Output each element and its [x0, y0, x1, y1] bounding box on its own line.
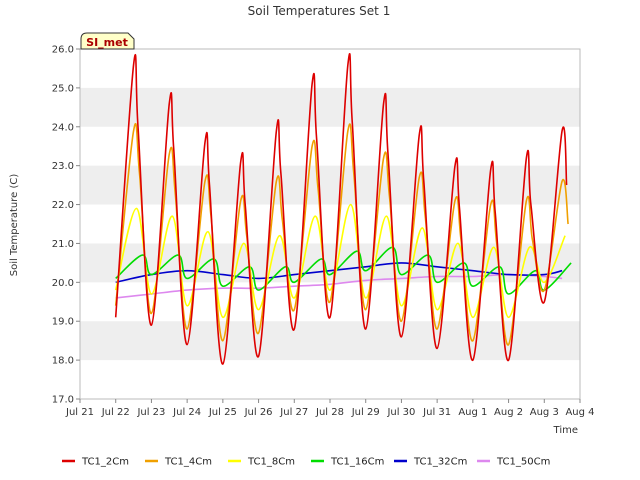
- site-badge-box: [80, 32, 135, 50]
- x-tick-label: Jul 26: [244, 407, 273, 418]
- grid-band: [80, 165, 580, 205]
- y-axis: 17.0 18.0 19.0 20.0 21.0 22.0 23.0 24.0 25.0 26.0: [52, 45, 80, 406]
- y-tick-label: 20.0: [52, 278, 74, 289]
- series-line-tc1-2cm: [114, 52, 568, 365]
- x-tick-label: Jul 22: [101, 407, 130, 418]
- y-tick-label: 26.0: [52, 45, 74, 56]
- x-axis-title: Time: [553, 425, 578, 436]
- x-tick-label: Aug 4: [565, 407, 594, 418]
- x-tick-label: Jul 23: [136, 407, 165, 418]
- y-tick-label: 17.0: [52, 395, 74, 406]
- y-tick-label: 22.0: [52, 200, 74, 211]
- legend: TC1_2Cm TC1_4Cm TC1_8Cm TC1_16Cm TC1_32Cm TC1…: [62, 457, 550, 468]
- grid-band: [80, 321, 580, 361]
- legend-label: TC1_4Cm: [164, 457, 212, 468]
- series-lines: [114, 52, 572, 365]
- series-line-tc1-4cm: [114, 122, 569, 346]
- series-line-tc1-8cm: [114, 203, 566, 319]
- grid-band: [80, 87, 580, 127]
- legend-label: TC1_8Cm: [247, 457, 295, 468]
- x-tick-label: Jul 25: [208, 407, 237, 418]
- x-tick-label: Aug 3: [530, 407, 559, 418]
- x-tick-label: Jul 21: [65, 407, 94, 418]
- y-tick-label: 25.0: [52, 83, 74, 94]
- site-badge-label: SI_met: [86, 36, 128, 49]
- legend-label: TC1_2Cm: [81, 457, 129, 468]
- x-tick-label: Aug 1: [458, 407, 487, 418]
- y-tick-label: 23.0: [52, 161, 74, 172]
- legend-label: TC1_32Cm: [413, 457, 467, 468]
- legend-label: TC1_16Cm: [330, 457, 384, 468]
- y-tick-label: 18.0: [52, 356, 74, 367]
- y-axis-title: Soil Temperature (C): [9, 174, 20, 277]
- y-tick-label: 24.0: [52, 122, 74, 133]
- x-tick-label: Jul 29: [351, 407, 380, 418]
- x-tick-label: Jul 28: [315, 407, 344, 418]
- x-axis: Jul 21 Jul 22 Jul 23 Jul 24 Jul 25 Jul 26 Jul …: [65, 399, 595, 418]
- chart-title: Soil Temperatures Set 1: [248, 4, 391, 18]
- y-tick-label: 21.0: [52, 239, 74, 250]
- legend-label: TC1_50Cm: [496, 457, 550, 468]
- x-tick-label: Jul 31: [422, 407, 451, 418]
- x-tick-label: Jul 24: [172, 407, 201, 418]
- x-tick-label: Jul 30: [386, 407, 415, 418]
- x-tick-label: Jul 27: [279, 407, 308, 418]
- series-line-tc1-16cm: [115, 246, 572, 295]
- series-line-tc1-32cm: [115, 262, 563, 284]
- x-tick-label: Aug 2: [494, 407, 523, 418]
- y-tick-label: 19.0: [52, 317, 74, 328]
- site-badge: SI_met: [80, 32, 135, 50]
- grid-band: [80, 243, 580, 283]
